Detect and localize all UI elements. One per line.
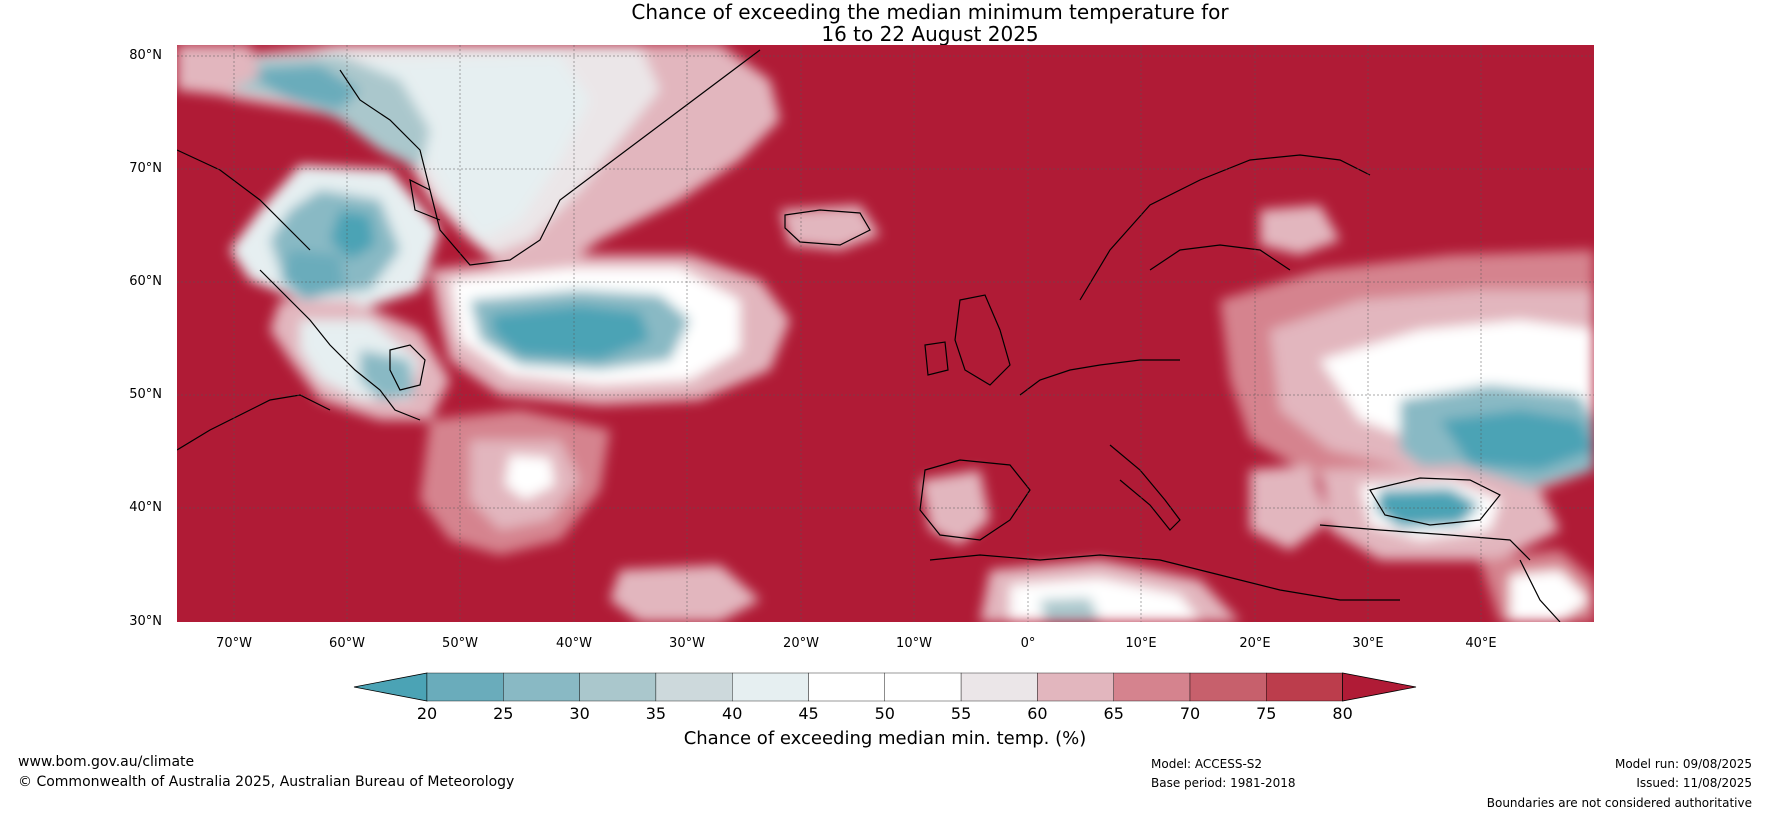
lon-label-10w: 10°W (896, 636, 932, 651)
map-title-line2: 16 to 22 August 2025 (821, 22, 1039, 46)
colorbar-extend-high (1342, 672, 1417, 702)
lon-label-50w: 50°W (442, 636, 478, 651)
lat-label-80n: 80°N (129, 48, 162, 63)
colorbar-tick-label: 80 (1332, 704, 1353, 723)
colorbar-segment (426, 672, 504, 702)
lon-label-30w: 30°W (669, 636, 705, 651)
probability-anomaly-regions (177, 45, 1594, 622)
colorbar-segment (1037, 672, 1114, 702)
colorbar-segment (503, 672, 580, 702)
map-panel (177, 45, 1594, 622)
colorbar-tick-label: 50 (874, 704, 895, 723)
graticule (177, 45, 1594, 622)
colorbar-tick-label: 70 (1179, 704, 1201, 723)
colorbar-segment (1266, 672, 1343, 702)
lat-label-50n: 50°N (129, 387, 162, 402)
coastlines (177, 49, 1561, 622)
colorbar-tick-label: 55 (950, 704, 972, 723)
base-period-text: Base period: 1981-2018 (1151, 776, 1296, 790)
colorbar-tick-label: 30 (569, 704, 590, 723)
colorbar-tick-label: 20 (416, 704, 438, 723)
lon-label-20w: 20°W (783, 636, 819, 651)
colorbar-segment (808, 672, 886, 702)
colorbar-label: Chance of exceeding median min. temp. (%… (683, 728, 1087, 749)
lon-label-0: 0° (1020, 636, 1036, 651)
model-run-text: Model run: 09/08/2025 (1614, 757, 1752, 771)
disclaimer-text: Boundaries are not considered authoritat… (1486, 796, 1752, 810)
lon-label-40e: 40°E (1465, 636, 1497, 651)
copyright-text: © Commonwealth of Australia 2025, Austra… (18, 774, 515, 790)
colorbar-tick-label: 60 (1027, 704, 1048, 723)
colorbar-segment (1113, 672, 1191, 702)
colorbar-segment (884, 672, 962, 702)
map-title-line1: Chance of exceeding the median minimum t… (631, 0, 1229, 24)
colorbar-segment (732, 672, 809, 702)
colorbar-extend-low (353, 672, 428, 702)
colorbar-tick-label: 45 (798, 704, 819, 723)
website-text: www.bom.gov.au/climate (18, 754, 195, 770)
colorbar-segment (579, 672, 657, 702)
colorbar-segment (1189, 672, 1267, 702)
lon-label-40w: 40°W (556, 636, 592, 651)
colorbar-segment (960, 672, 1038, 702)
colorbar-tick-label: 40 (722, 704, 743, 723)
lon-label-10e: 10°E (1125, 636, 1157, 651)
lon-label-70w: 70°W (216, 636, 252, 651)
lon-label-30e: 30°E (1352, 636, 1384, 651)
colorbar-tick-label: 75 (1256, 704, 1277, 723)
colorbar-tick-label: 25 (493, 704, 514, 723)
lat-label-30n: 30°N (129, 614, 162, 629)
lon-label-60w: 60°W (329, 636, 365, 651)
colorbar-tick-label: 35 (645, 704, 667, 723)
lat-label-70n: 70°N (129, 161, 162, 176)
issued-text: Issued: 11/08/2025 (1636, 776, 1752, 790)
colorbar-tick-label: 65 (1103, 704, 1124, 723)
lon-label-20e: 20°E (1239, 636, 1271, 651)
lat-label-40n: 40°N (129, 500, 162, 515)
model-text: Model: ACCESS-S2 (1151, 757, 1263, 771)
lat-label-60n: 60°N (129, 274, 162, 289)
colorbar (353, 672, 1417, 702)
colorbar-segment (655, 672, 733, 702)
